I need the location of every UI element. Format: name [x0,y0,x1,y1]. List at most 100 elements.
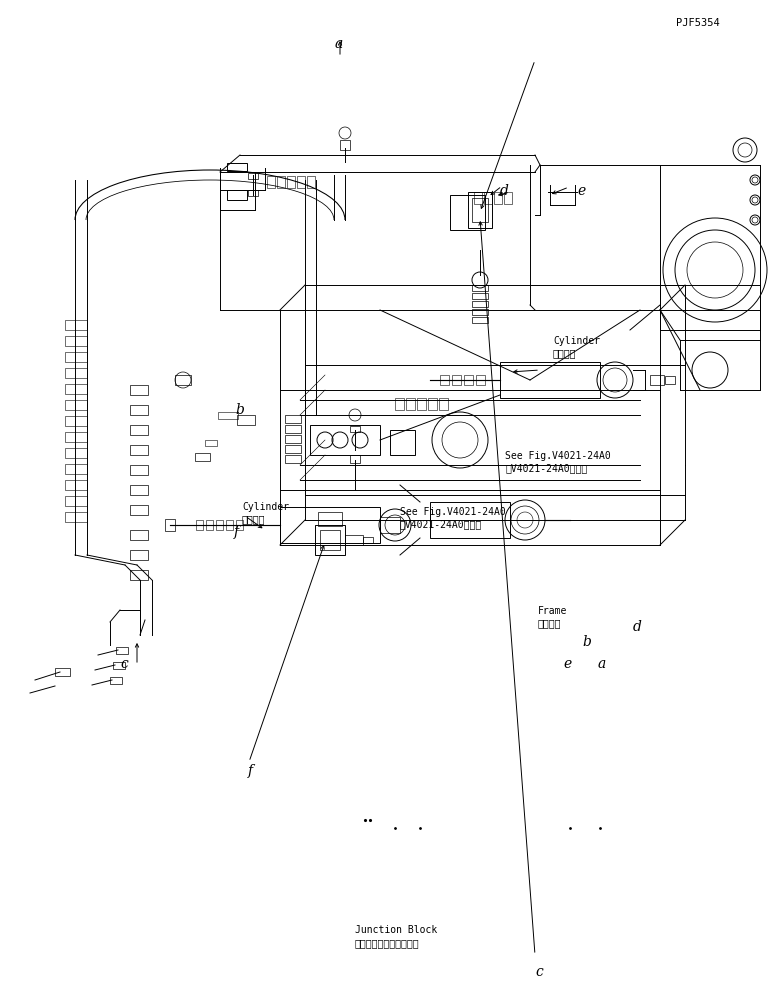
Bar [285,455,301,463]
Bar [285,425,301,433]
Bar [65,384,87,394]
Bar [287,176,295,188]
Text: 第V4021-24A0図参照: 第V4021-24A0図参照 [505,463,588,473]
Bar [205,440,217,446]
Bar [130,405,148,415]
Text: Junction Block: Junction Block [355,925,438,935]
Text: Frame: Frame [538,606,568,616]
Bar [130,550,148,560]
Text: e: e [577,184,585,198]
Bar [363,537,373,543]
Bar [472,285,488,291]
Bar [439,398,448,410]
Bar [55,668,70,676]
Bar [130,570,148,580]
Bar [468,192,492,228]
Bar [320,530,340,550]
Bar [130,505,148,515]
Bar [417,398,426,410]
Bar [660,285,760,330]
Bar [472,317,488,323]
Bar [318,512,342,526]
Bar [116,647,128,654]
Bar [464,375,473,385]
Bar [65,400,87,410]
Bar [476,375,485,385]
Text: シリンダ: シリンダ [242,514,265,524]
Bar [277,176,285,188]
Text: d: d [633,620,642,634]
Bar [65,368,87,378]
Bar [218,412,238,419]
Bar [665,376,675,384]
Bar [248,190,258,196]
Bar [472,309,488,315]
Bar [472,198,488,222]
Bar [130,445,148,455]
Bar [65,320,87,330]
Bar [130,385,148,395]
Bar [195,453,210,461]
Text: PJF5354: PJF5354 [676,18,720,28]
Text: Cylinder: Cylinder [553,336,600,346]
Bar [390,430,415,455]
Bar [65,512,87,522]
Text: See Fig.V4021-24A0: See Fig.V4021-24A0 [505,451,611,461]
Bar [474,192,482,204]
Text: a: a [335,37,343,51]
Bar [65,448,87,458]
Bar [227,163,247,171]
Bar [65,352,87,362]
Bar [65,336,87,346]
Bar [227,190,247,200]
Bar [65,496,87,506]
Bar [472,301,488,307]
Bar [65,480,87,490]
Bar [130,530,148,540]
Text: c: c [535,965,543,979]
Bar [110,677,122,684]
Bar [315,525,345,555]
Bar [236,520,243,530]
Bar [428,398,437,410]
Bar [350,426,360,432]
Bar [65,464,87,474]
Bar [130,465,148,475]
Bar [130,425,148,435]
Text: ジャンクションブロック: ジャンクションブロック [355,938,420,948]
Bar [226,520,233,530]
Text: 第V4021-24A0図参照: 第V4021-24A0図参照 [400,519,482,529]
Bar [165,519,175,531]
Bar [285,445,301,453]
Bar [280,507,380,543]
Bar [500,362,600,398]
Bar [472,293,488,299]
Bar [350,455,360,463]
Text: e: e [563,657,571,671]
Text: フレーム: フレーム [538,618,561,628]
Bar [65,432,87,442]
Bar [130,485,148,495]
Bar [310,425,380,455]
Bar [440,375,449,385]
Bar [406,398,415,410]
Text: See Fig.V4021-24A0: See Fig.V4021-24A0 [400,507,506,517]
Text: a: a [598,657,606,671]
Bar [65,416,87,426]
Bar [216,520,223,530]
Bar [484,192,492,204]
Bar [175,375,191,385]
Bar [345,535,363,545]
Text: シリンダ: シリンダ [553,348,577,358]
Bar [285,435,301,443]
Text: f: f [234,525,239,539]
Bar [113,662,125,669]
Text: d: d [500,184,509,198]
Bar [450,195,485,230]
Bar [206,520,213,530]
Bar [248,173,258,179]
Bar [430,502,510,538]
Text: b: b [235,403,244,417]
Bar [297,176,305,188]
Text: b: b [582,635,591,649]
